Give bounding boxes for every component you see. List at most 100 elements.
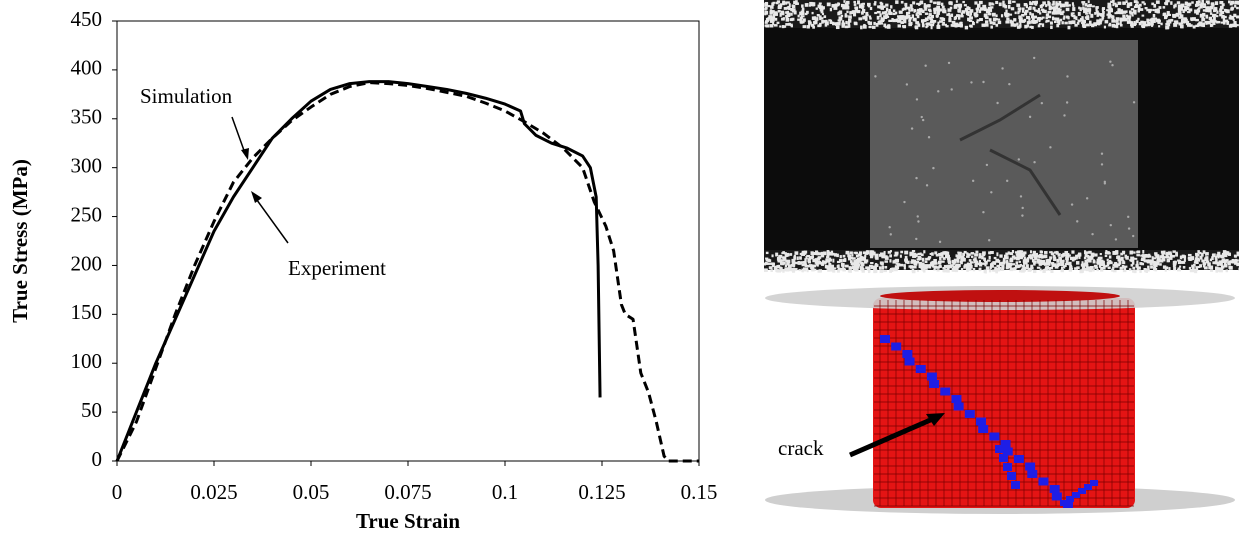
- speckle: [1076, 220, 1079, 223]
- speckle: [1197, 258, 1201, 262]
- speckle: [1157, 261, 1160, 266]
- speckle: [1165, 14, 1169, 18]
- speckle: [894, 11, 898, 15]
- speckle: [1169, 20, 1172, 24]
- speckle: [895, 265, 900, 270]
- speckle: [1173, 266, 1177, 271]
- speckle: [782, 251, 785, 254]
- speckle: [955, 263, 959, 267]
- speckle: [1066, 75, 1069, 78]
- speckle: [765, 257, 769, 260]
- speckle: [959, 25, 963, 28]
- speckle: [981, 262, 986, 265]
- speckle: [782, 269, 785, 273]
- speckle: [938, 8, 942, 12]
- speckle: [1081, 16, 1084, 20]
- speckle: [1150, 18, 1154, 22]
- speckle: [1090, 13, 1094, 18]
- speckle: [873, 266, 877, 270]
- speckle: [884, 256, 889, 260]
- speckle: [1222, 21, 1226, 25]
- speckle: [1128, 17, 1131, 22]
- speckle: [1065, 4, 1069, 7]
- speckle: [1082, 19, 1086, 24]
- speckle: [905, 83, 909, 86]
- speckle: [1195, 252, 1198, 256]
- speckle: [1122, 18, 1126, 22]
- speckle: [1101, 15, 1105, 19]
- speckle: [1009, 262, 1013, 267]
- speckle: [947, 61, 951, 65]
- speckle: [1041, 23, 1045, 27]
- speckle: [936, 266, 940, 269]
- speckle: [1222, 15, 1227, 19]
- speckle: [864, 254, 867, 258]
- speckle: [1032, 0, 1036, 4]
- speckle: [851, 254, 854, 257]
- speckle: [1016, 22, 1019, 26]
- speckle: [974, 257, 977, 261]
- speckle: [892, 12, 896, 16]
- speckle: [1205, 6, 1210, 10]
- crack-cell: [1090, 480, 1098, 486]
- speckle: [1031, 13, 1034, 17]
- speckle: [1130, 8, 1135, 11]
- speckle: [1036, 266, 1041, 269]
- crack-cell: [926, 372, 937, 381]
- speckle: [1218, 260, 1223, 265]
- speckle: [1192, 17, 1196, 21]
- speckle: [1021, 7, 1025, 10]
- speckle: [1005, 9, 1008, 14]
- speckle: [981, 255, 984, 260]
- speckle: [781, 17, 785, 21]
- speckle: [854, 268, 859, 272]
- speckle: [904, 15, 908, 20]
- speckle: [1164, 14, 1167, 17]
- speckle: [1068, 20, 1073, 25]
- speckle: [937, 260, 942, 265]
- speckle: [776, 0, 781, 3]
- speckle: [1115, 22, 1120, 26]
- speckle: [800, 10, 804, 14]
- speckle: [848, 24, 851, 28]
- speckle: [1153, 266, 1156, 271]
- speckle: [801, 7, 805, 10]
- speckle: [789, 18, 793, 22]
- speckle: [879, 252, 884, 255]
- speckle: [839, 255, 842, 259]
- speckle: [908, 265, 912, 268]
- speckle: [1217, 251, 1221, 256]
- speckle: [1220, 21, 1225, 24]
- speckle: [1131, 14, 1134, 17]
- speckle: [934, 265, 937, 269]
- speckle: [845, 20, 848, 25]
- speckle: [1034, 253, 1037, 257]
- speckle: [1096, 260, 1101, 265]
- speckle: [848, 266, 851, 270]
- speckle: [1158, 6, 1162, 10]
- speckle: [958, 254, 962, 258]
- speckle: [1000, 268, 1005, 271]
- speckle: [964, 25, 969, 30]
- speckle: [976, 19, 980, 22]
- speckle: [1232, 23, 1236, 28]
- speckle: [822, 260, 825, 264]
- speckle: [784, 267, 788, 272]
- speckle: [1040, 101, 1044, 105]
- speckle: [1187, 11, 1191, 14]
- speckle: [900, 250, 904, 254]
- speckle: [978, 256, 982, 259]
- speckle: [855, 258, 859, 262]
- speckle: [1101, 18, 1104, 21]
- speckle: [799, 256, 802, 260]
- speckle: [1005, 266, 1009, 270]
- speckle: [1043, 262, 1048, 266]
- speckle: [1079, 269, 1083, 274]
- speckle: [815, 7, 818, 10]
- speckle: [783, 256, 787, 260]
- speckle: [895, 258, 900, 263]
- speckle: [1011, 250, 1014, 253]
- speckle: [1213, 16, 1216, 21]
- speckle: [1033, 262, 1036, 266]
- speckle: [910, 8, 914, 11]
